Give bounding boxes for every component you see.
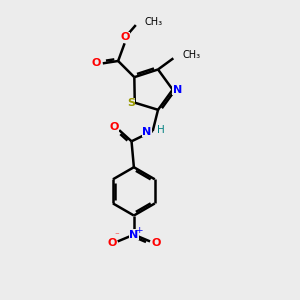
Text: CH₃: CH₃ (182, 50, 200, 60)
Text: H: H (157, 125, 165, 135)
Text: ⁻: ⁻ (114, 231, 119, 240)
Text: O: O (151, 238, 160, 248)
Text: O: O (109, 122, 119, 132)
Text: S: S (127, 98, 135, 108)
Text: +: + (135, 226, 142, 235)
Text: N: N (129, 230, 139, 240)
Text: N: N (142, 127, 152, 136)
Text: O: O (121, 32, 130, 42)
Text: O: O (92, 58, 101, 68)
Text: O: O (107, 238, 116, 248)
Text: CH₃: CH₃ (144, 17, 162, 27)
Text: N: N (173, 85, 182, 94)
